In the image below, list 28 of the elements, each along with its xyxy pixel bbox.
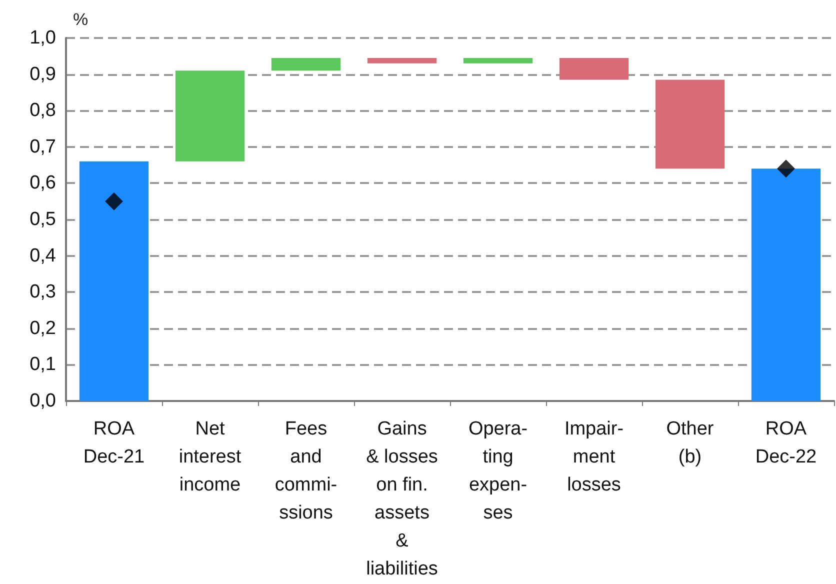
y-tick-label: 1,0 [30,28,56,48]
bar [175,70,245,162]
x-tick-label: ROA Dec-22 [755,418,817,468]
bar [79,161,149,401]
x-tick-label: Fees and commi- ssions [274,418,338,524]
x-tick-label: Other (b) [666,418,714,468]
bar [559,58,629,80]
bar [367,58,437,64]
x-tick-label: Impair- ment losses [564,418,624,496]
x-tick-label: Net interest income [178,418,242,496]
y-tick-label: 0,5 [30,209,56,230]
bar [271,58,341,71]
y-tick-label: 0,8 [30,100,56,122]
bar [655,80,725,169]
x-tick-label: ROA Dec-21 [83,418,145,468]
y-tick-label: 0,3 [30,282,56,303]
bar [463,58,533,64]
x-tick-label: Opera- ting expen- ses [468,418,528,524]
y-tick-label: 0,7 [30,136,56,158]
bar [751,168,821,401]
x-tick-label: Gains & losses on fin. assets & liabilities [366,418,438,580]
y-tick-label: 0,1 [30,354,56,376]
y-tick-label: 0,6 [30,172,56,194]
y-tick-label: 0,4 [30,245,56,266]
y-tick-label: 0,2 [30,318,56,339]
y-tick-label: 0,9 [30,64,56,85]
y-axis-title: % [73,10,88,29]
y-tick-label: 0,0 [30,390,56,412]
